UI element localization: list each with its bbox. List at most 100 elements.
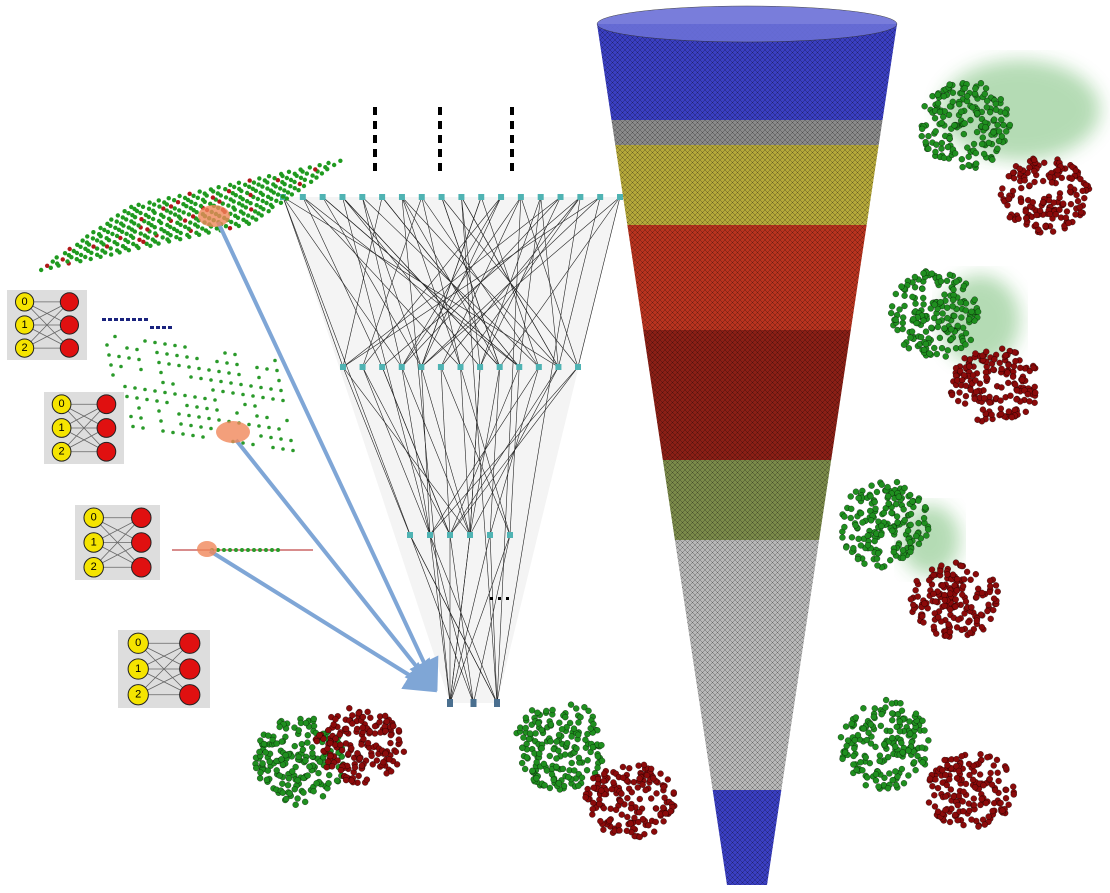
atom [945, 111, 953, 119]
atom [941, 325, 948, 332]
atom [540, 760, 548, 768]
dot [130, 213, 135, 218]
arrows [208, 221, 439, 693]
dot [271, 397, 275, 401]
atom [610, 779, 617, 786]
atom [841, 749, 849, 756]
dot [156, 198, 161, 203]
dot [136, 223, 141, 228]
atom [1021, 177, 1028, 184]
atom [607, 805, 614, 812]
atom [298, 740, 305, 748]
dot [138, 318, 142, 321]
atom [953, 278, 960, 285]
atom [947, 786, 955, 793]
atom [985, 139, 992, 147]
atom [332, 716, 339, 723]
atom [946, 628, 954, 636]
dot [217, 199, 222, 204]
atom [1012, 357, 1019, 365]
dot [202, 191, 207, 196]
atom [543, 767, 551, 774]
atom [556, 719, 563, 726]
atom [660, 783, 667, 791]
atom [366, 728, 374, 735]
dot [235, 411, 239, 415]
dot [280, 194, 286, 199]
atom [881, 774, 888, 782]
dot [173, 392, 177, 396]
dot [187, 413, 191, 418]
atom [956, 389, 963, 396]
atom [959, 164, 966, 171]
node [359, 364, 366, 370]
atom [1056, 206, 1063, 213]
atom [966, 771, 973, 779]
atom [368, 752, 375, 760]
atom [555, 731, 563, 739]
atom [928, 566, 936, 573]
dot [98, 225, 103, 231]
node-label: 1 [135, 663, 141, 675]
atom [400, 748, 408, 755]
dot [285, 190, 291, 195]
dot [262, 178, 268, 183]
atom [961, 85, 968, 92]
atom [950, 286, 957, 293]
atom [896, 306, 903, 313]
atom [943, 277, 951, 285]
dot [85, 234, 90, 239]
atom [857, 759, 864, 766]
atom [850, 545, 857, 552]
dot [253, 404, 257, 408]
dot [181, 432, 185, 436]
atom [519, 744, 526, 751]
atom [652, 818, 659, 826]
atom [392, 748, 400, 755]
atom [582, 736, 589, 743]
dot [48, 265, 53, 270]
yellow-node [83, 557, 104, 578]
atom [960, 821, 967, 829]
edge [362, 196, 422, 368]
atom [619, 763, 627, 771]
atom [337, 741, 344, 749]
red-node [59, 315, 80, 335]
atom [300, 789, 307, 796]
dot [177, 363, 181, 368]
node [407, 532, 413, 538]
atom [568, 733, 575, 740]
dot [284, 175, 290, 181]
yellow-node [51, 418, 72, 438]
atom [912, 767, 919, 774]
dot [323, 165, 328, 170]
dot [129, 414, 133, 419]
dot [250, 186, 256, 191]
dot [54, 255, 59, 260]
dot [209, 426, 213, 431]
atom [363, 776, 371, 783]
atom [990, 762, 997, 769]
atom [1056, 194, 1063, 201]
dot [232, 184, 237, 190]
atom [871, 705, 878, 712]
edge [473, 534, 511, 704]
atom [962, 330, 970, 337]
atom [291, 786, 298, 793]
atom [1002, 795, 1010, 802]
atom [648, 765, 655, 773]
dot [88, 256, 93, 262]
atom [910, 601, 917, 609]
atom [843, 544, 850, 551]
atom [940, 93, 948, 100]
edge [540, 196, 559, 368]
dot [91, 244, 96, 249]
atom [995, 777, 1002, 785]
atom [889, 710, 896, 717]
dot [227, 371, 231, 375]
edge [440, 366, 511, 536]
red-node [59, 292, 80, 312]
atom [1004, 369, 1011, 376]
atom [907, 334, 914, 341]
atom [872, 505, 879, 512]
